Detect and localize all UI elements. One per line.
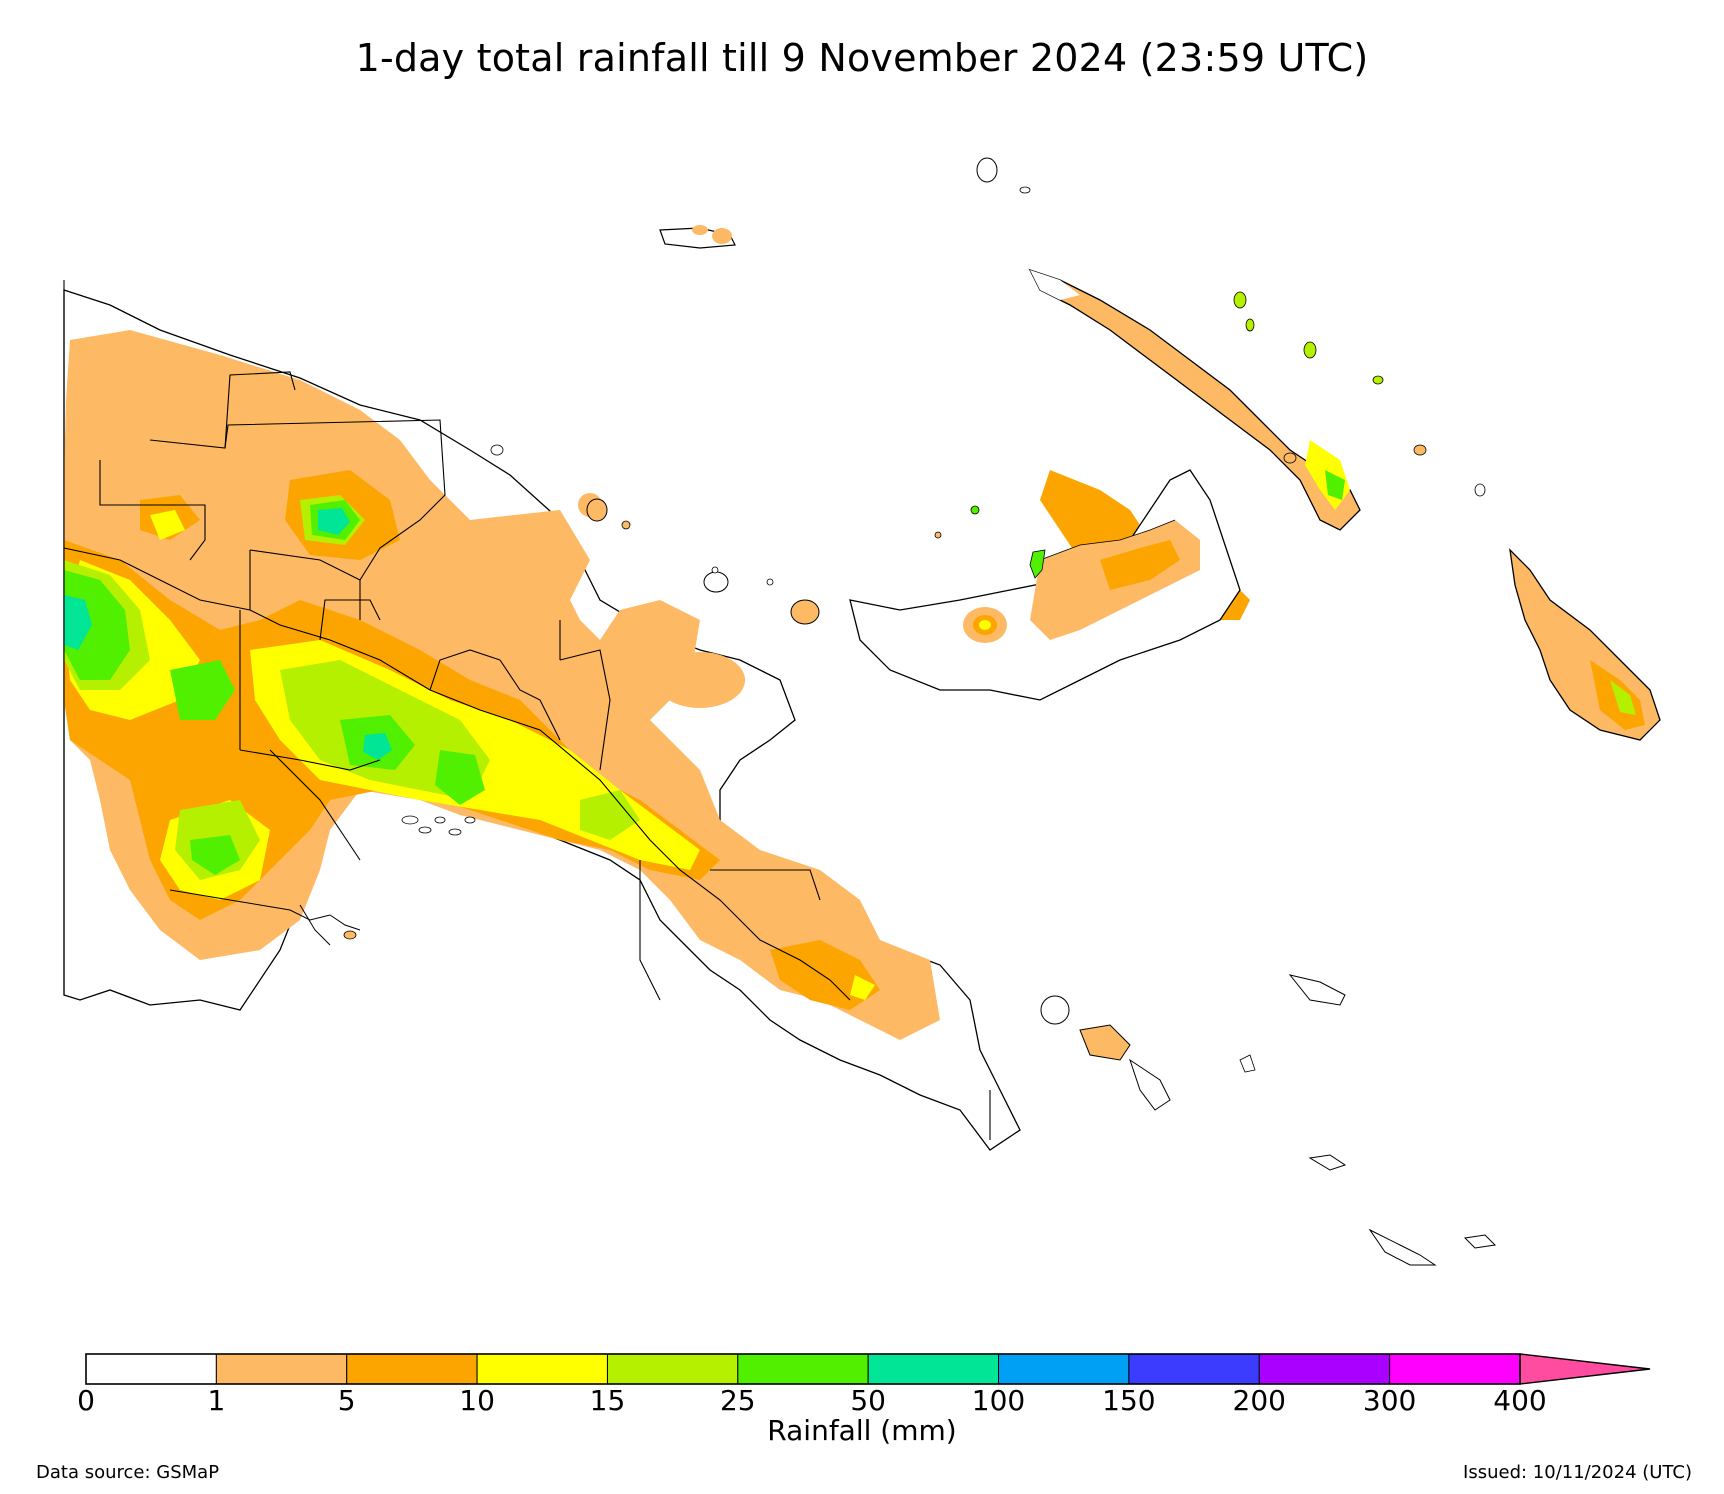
- colorbar-tick-label: 1: [207, 1384, 226, 1417]
- coast-islets: [343, 815, 476, 940]
- colorbar-tick-label: 5: [337, 1384, 356, 1417]
- colorbar-bin: [737, 1353, 869, 1385]
- colorbar-bin: [85, 1353, 217, 1385]
- colorbar-bin: [476, 1353, 608, 1385]
- province-boundaries: [63, 280, 991, 1140]
- colorbar-frame: [85, 1353, 1521, 1385]
- colorbar-bin: [346, 1353, 478, 1385]
- island-karkar: [586, 498, 608, 522]
- colorbar-tick-label: 10: [459, 1384, 495, 1417]
- colorbar-tick-label: 15: [589, 1384, 626, 1417]
- colorbar-bin: [867, 1353, 1000, 1385]
- issued-date: Issued: 10/11/2024 (UTC): [1463, 1462, 1692, 1483]
- colorbar-extend-arrow: [1519, 1353, 1651, 1385]
- colorbar-bin: [606, 1353, 739, 1385]
- colorbar-bin: [998, 1353, 1130, 1385]
- rainfall-map: [63, 157, 1661, 1266]
- map-title: 1-day total rainfall till 9 November 202…: [355, 36, 1369, 80]
- colorbar-tick-label: 0: [77, 1384, 95, 1417]
- colorbar-bin: [1128, 1353, 1260, 1385]
- colorbar-bin: [1258, 1353, 1391, 1385]
- colorbar-label: Rainfall (mm): [767, 1414, 957, 1447]
- river-delta: [169, 889, 361, 946]
- colorbar-tick-label: 25: [719, 1384, 756, 1417]
- colorbar-tick-label: 150: [1102, 1384, 1156, 1417]
- colorbar-tick-label: 300: [1362, 1384, 1417, 1417]
- colorbar-tick-label: 200: [1232, 1384, 1286, 1417]
- data-source: Data source: GSMaP: [36, 1462, 220, 1483]
- colorbar-tick-label: 400: [1493, 1384, 1547, 1417]
- colorbar-bin: [215, 1353, 348, 1385]
- goodenough-island: [1040, 995, 1070, 1025]
- colorbar-tick-label: 50: [850, 1384, 886, 1417]
- colorbar-tick-label: 100: [971, 1384, 1026, 1417]
- rain-50-100mm: [64, 508, 392, 760]
- colorbar-bin: [1389, 1353, 1521, 1385]
